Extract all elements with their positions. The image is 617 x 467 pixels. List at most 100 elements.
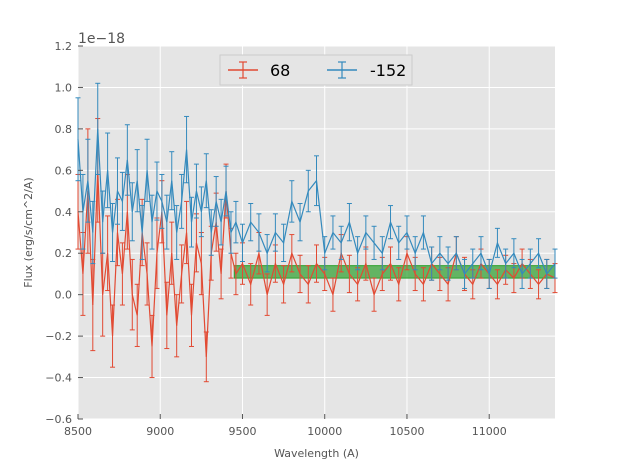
legend-label-68: 68 [270, 61, 290, 80]
plot-area [78, 46, 555, 419]
error-bar [338, 225, 344, 260]
error-bar [420, 215, 426, 250]
y-tick-label: 1.0 [55, 81, 73, 94]
error-bar [233, 252, 239, 296]
error-bar [330, 215, 336, 250]
error-bar [388, 205, 394, 240]
error-bar [297, 202, 303, 242]
error-bar [164, 194, 170, 250]
y-offset-label: 1e−18 [78, 31, 125, 47]
y-tick-label: 0.8 [55, 123, 73, 136]
error-bar [203, 331, 209, 383]
error-bar [233, 200, 239, 244]
error-bar [95, 82, 101, 175]
y-tick-label: 1.2 [55, 40, 73, 53]
error-bar [134, 283, 140, 347]
error-bar [297, 254, 303, 294]
error-bar [396, 267, 402, 302]
error-bar [184, 115, 190, 184]
series-line [77, 128, 556, 276]
error-bar [289, 234, 295, 273]
error-bar [272, 213, 278, 252]
error-bar [174, 205, 180, 260]
error-bar [363, 215, 369, 250]
axis-ticks: 8500 9000 9500 10000 10500 11000 −0.6 −0.4 −0.2 0… [45, 40, 506, 438]
error-bar [322, 236, 328, 271]
x-tick-label: 9500 [228, 425, 256, 438]
error-bar [149, 194, 155, 250]
error-bar [404, 215, 410, 250]
error-bar [519, 258, 525, 289]
error-bar [412, 236, 418, 271]
error-bar [110, 202, 116, 263]
error-bar [85, 138, 91, 223]
y-tick-label: −0.2 [45, 330, 72, 343]
error-bar [437, 236, 443, 271]
error-bar [536, 269, 542, 300]
error-bar [281, 223, 287, 263]
legend-label-minus-152: -152 [370, 61, 406, 80]
error-bar [314, 244, 319, 283]
error-bar [213, 176, 219, 227]
error-bar [388, 246, 394, 281]
x-tick-label: 8500 [64, 425, 92, 438]
error-bar [314, 155, 319, 207]
x-tick-label: 9000 [146, 425, 174, 438]
error-bar [544, 258, 550, 289]
error-bar [248, 202, 254, 242]
error-bar [289, 180, 295, 223]
error-bar [264, 273, 270, 316]
error-bar [164, 281, 170, 350]
error-bar [119, 171, 125, 231]
error-bar [100, 190, 106, 254]
error-bar [256, 213, 262, 252]
error-bar [248, 263, 254, 306]
series-layer [75, 82, 558, 383]
y-tick-label: 0.6 [55, 164, 73, 177]
error-bar [494, 269, 500, 300]
error-bar [445, 246, 451, 281]
error-bar [129, 182, 135, 242]
error-bar [105, 215, 111, 292]
error-bar [486, 258, 492, 289]
error-bar [193, 163, 199, 219]
error-bar [90, 200, 96, 265]
error-bar [188, 196, 194, 248]
error-bar [470, 248, 476, 279]
y-axis-label: Flux (erg/s/cm^2/A) [22, 177, 35, 287]
error-bar [218, 248, 224, 300]
error-bar [179, 244, 185, 304]
error-bar [330, 277, 336, 312]
error-bar [198, 186, 204, 238]
x-tick-label: 11000 [472, 425, 507, 438]
error-bar [169, 221, 175, 285]
error-bar [144, 138, 150, 202]
error-bar [139, 205, 145, 260]
x-tick-label: 10500 [389, 425, 424, 438]
legend-item-minus-152: -152 [327, 61, 406, 80]
x-tick-label: 10000 [307, 425, 342, 438]
legend: 68 -152 [219, 54, 413, 86]
error-bar [203, 153, 209, 209]
error-bar [208, 209, 214, 256]
error-bar [305, 169, 311, 213]
error-bar [536, 238, 542, 269]
error-bar [503, 248, 509, 279]
error-bar [149, 314, 155, 379]
series-minus-152 [75, 82, 558, 289]
y-tick-label: −0.6 [45, 413, 72, 426]
error-bar [124, 124, 130, 196]
x-axis-label: Wavelength (A) [274, 447, 359, 460]
error-bar [371, 277, 377, 312]
y-tick-label: 0.0 [55, 289, 73, 302]
error-bar [114, 157, 120, 225]
error-bar [154, 161, 160, 221]
error-bar [129, 258, 135, 331]
error-bar [462, 258, 468, 289]
error-bar [228, 211, 234, 254]
error-bar [453, 236, 459, 271]
error-bar [552, 248, 558, 279]
error-bar [429, 246, 435, 281]
error-bar [159, 173, 165, 229]
